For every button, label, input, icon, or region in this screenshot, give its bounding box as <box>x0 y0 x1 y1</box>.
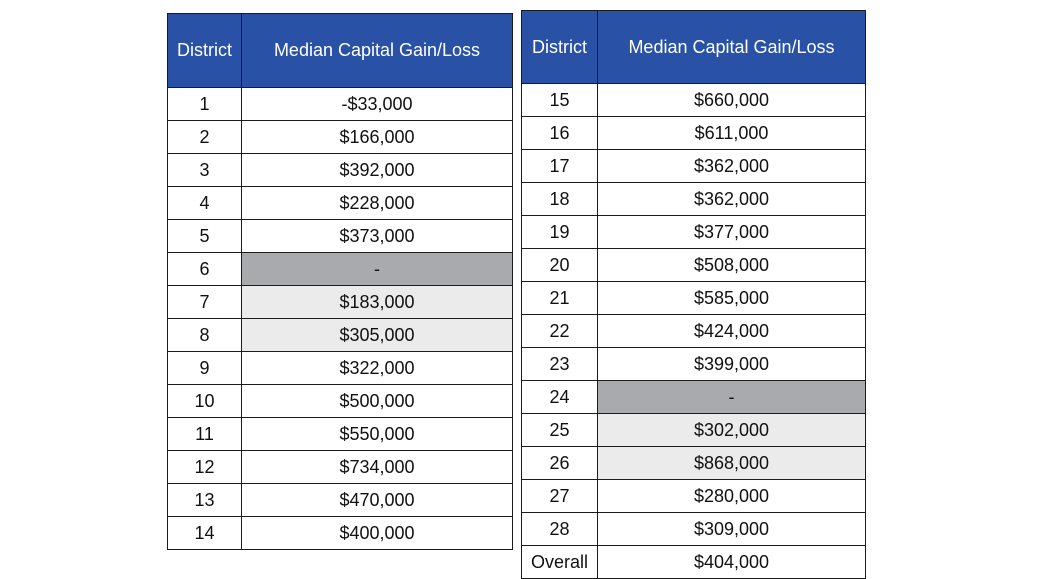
district-cell: 12 <box>167 450 242 484</box>
table-row: 14 $400,000 <box>167 516 513 550</box>
gain-cell: $183,000 <box>241 285 513 319</box>
district-cell: 16 <box>521 116 598 150</box>
district-column-header: District <box>167 13 242 88</box>
gain-cell: $399,000 <box>597 347 866 381</box>
district-cell: 25 <box>521 413 598 447</box>
gain-cell: $228,000 <box>241 186 513 220</box>
district-cell: 8 <box>167 318 242 352</box>
table-row: 17 $362,000 <box>521 149 866 183</box>
district-cell: 7 <box>167 285 242 319</box>
district-cell: 14 <box>167 516 242 550</box>
gain-cell: $508,000 <box>597 248 866 282</box>
gain-cell: $305,000 <box>241 318 513 352</box>
district-cell: 21 <box>521 281 598 315</box>
district-cell: 6 <box>167 252 242 286</box>
gain-cell: $404,000 <box>597 545 866 579</box>
table-row: 6- <box>167 252 513 286</box>
table-row: 26 $868,000 <box>521 446 866 480</box>
table-row: 9 $322,000 <box>167 351 513 385</box>
gain-cell: $868,000 <box>597 446 866 480</box>
gain-cell: $373,000 <box>241 219 513 253</box>
district-cell: 24 <box>521 380 598 414</box>
district-cell: 20 <box>521 248 598 282</box>
gain-cell: $400,000 <box>241 516 513 550</box>
table-row: 19 $377,000 <box>521 215 866 249</box>
district-cell: 10 <box>167 384 242 418</box>
table-row: 5 $373,000 <box>167 219 513 253</box>
header-row: District Median Capital Gain/Loss <box>167 13 513 88</box>
gain-cell: -$33,000 <box>241 87 513 121</box>
district-cell: Overall <box>521 545 598 579</box>
table-row: 12 $734,000 <box>167 450 513 484</box>
table-row: 27 $280,000 <box>521 479 866 513</box>
gain-cell: $734,000 <box>241 450 513 484</box>
table-row: 16 $611,000 <box>521 116 866 150</box>
district-cell: 2 <box>167 120 242 154</box>
gain-cell: $660,000 <box>597 83 866 117</box>
gain-cell: $500,000 <box>241 384 513 418</box>
table-row: 10 $500,000 <box>167 384 513 418</box>
table-row: Overall $404,000 <box>521 545 866 579</box>
gain-cell: $424,000 <box>597 314 866 348</box>
district-cell: 22 <box>521 314 598 348</box>
district-cell: 5 <box>167 219 242 253</box>
table-row: 20 $508,000 <box>521 248 866 282</box>
district-cell: 3 <box>167 153 242 187</box>
district-cell: 17 <box>521 149 598 183</box>
table-row: 7 $183,000 <box>167 285 513 319</box>
district-cell: 27 <box>521 479 598 513</box>
table-row: 28 $309,000 <box>521 512 866 546</box>
gain-cell: $302,000 <box>597 413 866 447</box>
table-row: 15 $660,000 <box>521 83 866 117</box>
table-row: 4 $228,000 <box>167 186 513 220</box>
header-row: District Median Capital Gain/Loss <box>521 10 866 84</box>
district-cell: 1 <box>167 87 242 121</box>
table-row: 1 -$33,000 <box>167 87 513 121</box>
gain-cell: $392,000 <box>241 153 513 187</box>
gain-cell: $585,000 <box>597 281 866 315</box>
gain-cell: $322,000 <box>241 351 513 385</box>
gain-cell: $309,000 <box>597 512 866 546</box>
gain-cell: $362,000 <box>597 182 866 216</box>
table-row: 24- <box>521 380 866 414</box>
table-row: 2 $166,000 <box>167 120 513 154</box>
district-cell: 18 <box>521 182 598 216</box>
gain-cell: $377,000 <box>597 215 866 249</box>
table-row: 21 $585,000 <box>521 281 866 315</box>
gain-cell: $166,000 <box>241 120 513 154</box>
table-row: 8 $305,000 <box>167 318 513 352</box>
gain-cell: - <box>597 380 866 414</box>
district-cell: 4 <box>167 186 242 220</box>
table-row: 22 $424,000 <box>521 314 866 348</box>
district-cell: 13 <box>167 483 242 517</box>
district-table-right: District Median Capital Gain/Loss 15 $660… <box>521 10 866 579</box>
gain-column-header: Median Capital Gain/Loss <box>241 13 513 88</box>
district-cell: 11 <box>167 417 242 451</box>
district-table-left: District Median Capital Gain/Loss 1 -$33,… <box>167 13 513 550</box>
table-row: 11 $550,000 <box>167 417 513 451</box>
district-cell: 15 <box>521 83 598 117</box>
table-row: 25 $302,000 <box>521 413 866 447</box>
gain-column-header: Median Capital Gain/Loss <box>597 10 866 84</box>
gain-cell: - <box>241 252 513 286</box>
table-row: 3 $392,000 <box>167 153 513 187</box>
gain-cell: $611,000 <box>597 116 866 150</box>
gain-cell: $550,000 <box>241 417 513 451</box>
table-row: 13 $470,000 <box>167 483 513 517</box>
gain-cell: $362,000 <box>597 149 866 183</box>
district-column-header: District <box>521 10 598 84</box>
district-cell: 9 <box>167 351 242 385</box>
district-cell: 28 <box>521 512 598 546</box>
gain-cell: $470,000 <box>241 483 513 517</box>
district-cell: 26 <box>521 446 598 480</box>
table-row: 23 $399,000 <box>521 347 866 381</box>
gain-cell: $280,000 <box>597 479 866 513</box>
table-row: 18 $362,000 <box>521 182 866 216</box>
district-cell: 19 <box>521 215 598 249</box>
district-cell: 23 <box>521 347 598 381</box>
